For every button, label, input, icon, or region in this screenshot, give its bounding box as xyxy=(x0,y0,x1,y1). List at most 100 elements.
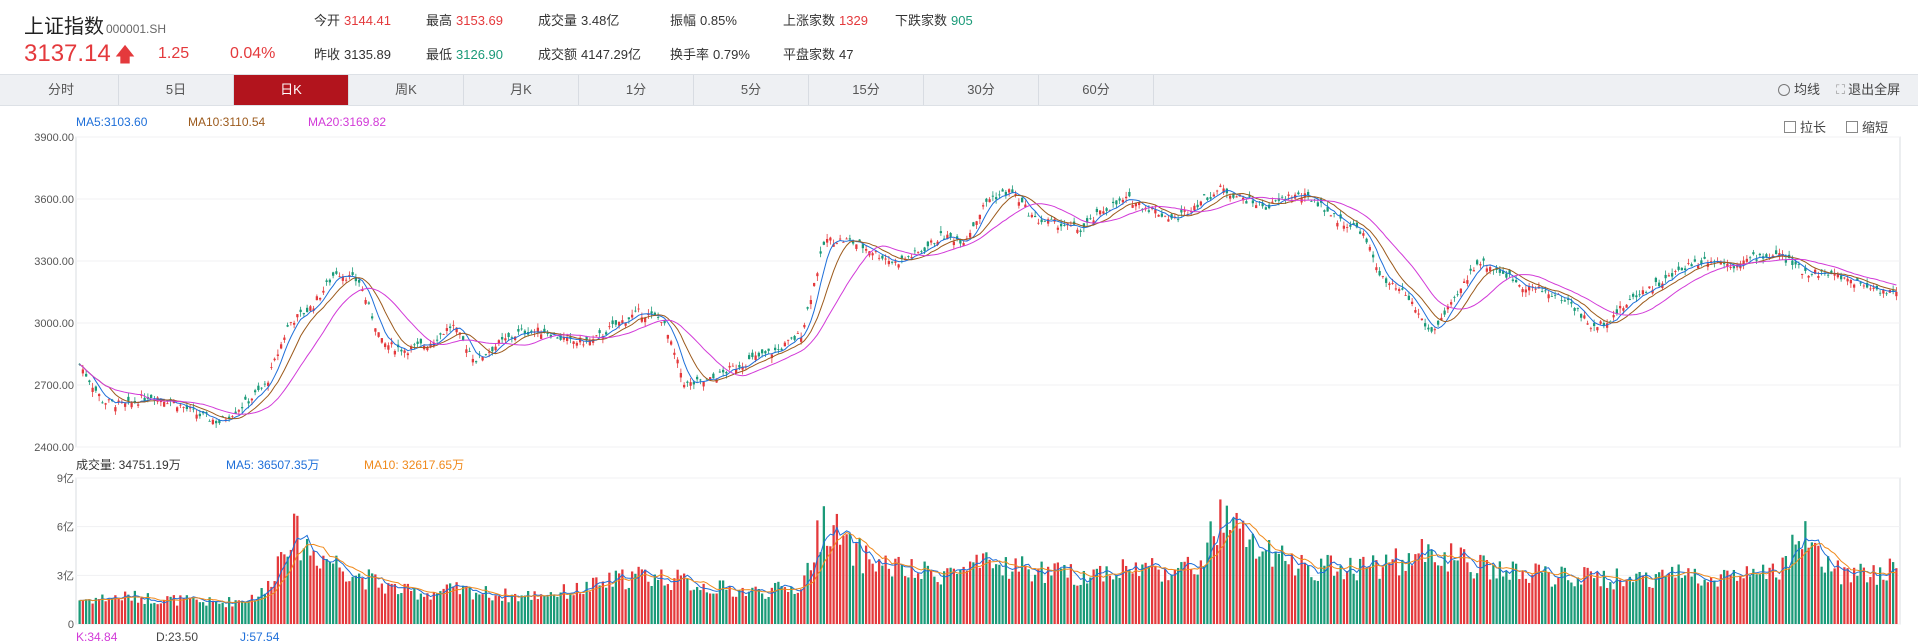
volume-bar xyxy=(1154,565,1157,624)
candle-body xyxy=(608,326,611,328)
candle-body xyxy=(575,342,579,346)
candle-body xyxy=(731,365,735,367)
volume-bar xyxy=(1147,566,1151,624)
tab-5[interactable]: 1分 xyxy=(579,75,694,105)
volume-bar xyxy=(182,598,185,624)
candle-body xyxy=(1199,201,1203,206)
volume-bar xyxy=(1540,572,1544,624)
volume-bar xyxy=(357,573,361,624)
candle-body xyxy=(637,308,640,310)
volume-bar xyxy=(114,595,117,624)
volume-bar xyxy=(448,583,452,624)
volume-bar xyxy=(1550,586,1554,624)
candle-body xyxy=(201,411,205,414)
candle-body xyxy=(1193,205,1196,211)
shrink-button[interactable]: 缩短 xyxy=(1846,117,1888,136)
volume-bar xyxy=(1644,572,1648,624)
volume-bar xyxy=(481,594,484,624)
candle-body xyxy=(91,387,94,392)
candle-body xyxy=(929,240,933,243)
volume-bar xyxy=(1297,568,1300,624)
volume-bar xyxy=(1212,536,1216,624)
price-tick-label: 3900.00 xyxy=(34,132,74,144)
tab-2[interactable]: 日K xyxy=(234,75,349,105)
volume-bar xyxy=(260,588,263,624)
candle-body xyxy=(1836,274,1840,278)
candle-body xyxy=(1531,286,1534,288)
candle-body xyxy=(1852,284,1856,288)
volume-ma5-line xyxy=(79,516,1897,604)
volume-bar xyxy=(578,593,582,624)
candle-body xyxy=(972,222,975,227)
volume-bar xyxy=(149,603,153,624)
volume-bar xyxy=(195,599,198,624)
candle-body xyxy=(1576,307,1580,309)
candle-body xyxy=(741,366,744,370)
candle-body xyxy=(208,420,211,422)
tab-9[interactable]: 60分 xyxy=(1039,75,1154,105)
volume-bar xyxy=(1895,568,1898,624)
volume-bar xyxy=(884,555,887,624)
candle-body xyxy=(305,307,309,312)
candle-body xyxy=(1436,320,1440,325)
candle-body xyxy=(1804,267,1807,271)
volume-bar xyxy=(429,599,432,624)
volume-bar xyxy=(952,568,956,624)
tab-6[interactable]: 5分 xyxy=(694,75,809,105)
volume-bar xyxy=(588,591,592,624)
tab-8[interactable]: 30分 xyxy=(924,75,1039,105)
candle-body xyxy=(289,321,293,323)
tab-4[interactable]: 月K xyxy=(464,75,579,105)
candle-body xyxy=(520,328,523,330)
volume-bar xyxy=(923,561,926,624)
tab-7[interactable]: 15分 xyxy=(809,75,924,105)
price-tick-label: 3300.00 xyxy=(34,256,74,268)
candle-body xyxy=(1274,200,1277,202)
candle-body xyxy=(179,404,182,406)
candle-body xyxy=(536,327,540,333)
candle-body xyxy=(812,283,816,286)
volume-bar xyxy=(1388,562,1391,624)
tab-3[interactable]: 周K xyxy=(349,75,464,105)
volume-bar xyxy=(1687,568,1690,624)
candle-body xyxy=(871,253,874,256)
volume-bar xyxy=(741,587,744,624)
exit-fullscreen-button[interactable]: ⛶ 退出全屏 xyxy=(1836,75,1900,105)
volume-bar xyxy=(543,596,546,624)
volume-bar xyxy=(1007,578,1011,624)
volume-bar xyxy=(832,525,835,624)
tab-0[interactable]: 分时 xyxy=(4,75,119,105)
volume-bar xyxy=(1144,562,1147,624)
candle-body xyxy=(227,416,231,419)
candle-body xyxy=(234,411,237,414)
candle-body xyxy=(848,238,852,240)
candle-body xyxy=(799,337,803,342)
volume-bar xyxy=(510,594,514,624)
volume-bar xyxy=(1862,567,1866,624)
volume-bar xyxy=(796,592,800,624)
candle-body xyxy=(1319,198,1323,203)
stretch-button[interactable]: 拉长 xyxy=(1784,117,1826,136)
candle-body xyxy=(1215,190,1219,192)
volume-bar xyxy=(1719,574,1723,624)
candle-body xyxy=(1823,273,1827,274)
candle-body xyxy=(1518,285,1521,287)
candle-body xyxy=(1706,263,1710,267)
volume-bar xyxy=(968,561,972,624)
volume-bar xyxy=(253,600,257,624)
volume-bar xyxy=(1137,576,1141,624)
tab-1[interactable]: 5日 xyxy=(119,75,234,105)
shrink-label: 缩短 xyxy=(1862,120,1889,135)
volume-bar xyxy=(767,597,770,624)
volume-bar xyxy=(816,520,819,624)
volume-bar xyxy=(1774,577,1778,624)
volume-bar xyxy=(929,570,933,624)
candle-body xyxy=(1748,257,1752,259)
volume-bar xyxy=(1245,547,1248,624)
candle-body xyxy=(270,367,273,368)
ma-toggle[interactable]: 均线 xyxy=(1778,75,1820,105)
volume-bar xyxy=(1150,558,1154,624)
candle-body xyxy=(146,396,150,399)
candle-body xyxy=(601,336,605,339)
candle-body xyxy=(1228,195,1232,199)
